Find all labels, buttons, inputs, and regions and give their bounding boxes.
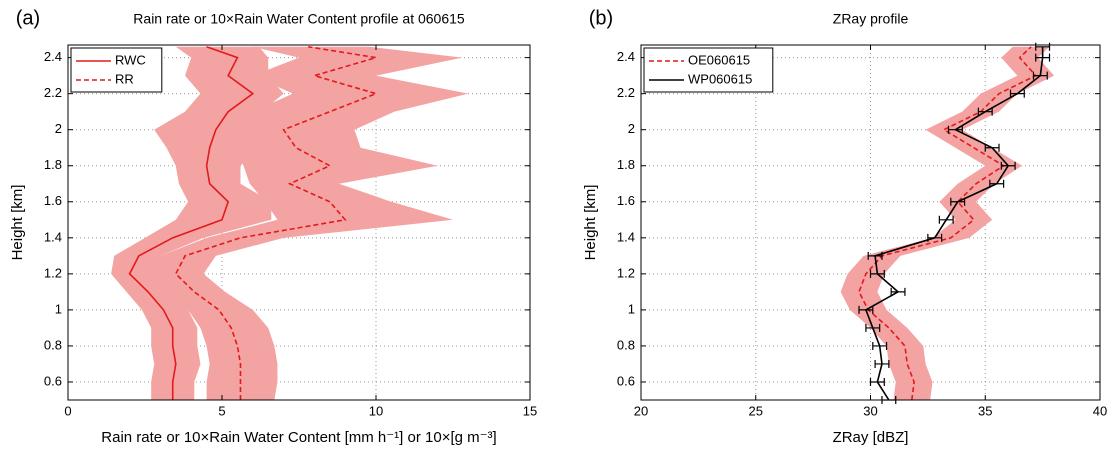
error-bar: [872, 341, 888, 350]
legend-label: RWC: [115, 52, 146, 67]
axes-frame: [67, 44, 531, 401]
y-tick-label: 0.6: [44, 373, 62, 388]
y-tick-label: 1.4: [617, 229, 635, 244]
y-tick-label: 2.4: [44, 49, 62, 64]
x-tick-label: 10: [369, 403, 383, 418]
error-bar: [1035, 53, 1051, 62]
panel-label: (b): [589, 7, 613, 29]
y-tick-label: 2.2: [617, 85, 635, 100]
error-bar: [890, 287, 906, 296]
legend-label: RR: [115, 71, 134, 86]
x-tick-label: 0: [64, 403, 71, 418]
y-tick-label: 1.6: [617, 193, 635, 208]
error-bar: [869, 377, 885, 386]
axes-frame: [640, 44, 1101, 401]
y-axis-label: Height [km]: [582, 185, 599, 261]
x-axis-label: Rain rate or 10×Rain Water Content [mm h…: [101, 429, 496, 446]
error-bar: [1032, 71, 1048, 80]
legend-box: [643, 47, 774, 93]
error-bar: [950, 197, 966, 206]
x-axis-label: ZRay [dBZ]: [833, 429, 909, 446]
y-tick-label: 1: [55, 301, 62, 316]
error-bar: [1009, 89, 1025, 98]
error-bar: [874, 359, 890, 368]
x-tick-label: 35: [978, 403, 992, 418]
y-tick-label: 1.4: [44, 229, 62, 244]
error-bar: [938, 215, 954, 224]
y-tick-label: 2: [55, 121, 62, 136]
x-tick-label: 40: [1093, 403, 1107, 418]
error-bar: [984, 143, 1000, 152]
y-tick-label: 2: [628, 121, 635, 136]
legend-label: WP060615: [688, 71, 752, 86]
error-bar: [977, 107, 993, 116]
error-bar: [947, 125, 963, 134]
y-tick-label: 0.6: [617, 373, 635, 388]
x-tick-label: 15: [523, 403, 537, 418]
x-tick-label: 30: [863, 403, 877, 418]
x-tick-label: 20: [634, 403, 648, 418]
legend-box: [70, 47, 163, 93]
y-tick-label: 1.8: [44, 157, 62, 172]
legend-label: OE060615: [688, 52, 750, 67]
plot-area: [67, 45, 531, 400]
x-tick-label: 25: [749, 403, 763, 418]
error-bar: [1000, 161, 1016, 170]
error-bar: [867, 251, 883, 260]
legend: RWC RR: [70, 47, 163, 93]
error-bar: [989, 179, 1005, 188]
panel-label: (a): [16, 7, 40, 29]
y-tick-label: 1.2: [617, 265, 635, 280]
y-tick-label: 1.8: [617, 157, 635, 172]
y-tick-label: 1.6: [44, 193, 62, 208]
error-bar: [865, 323, 881, 332]
y-tick-label: 1.2: [44, 265, 62, 280]
legend: OE060615 WP060615: [643, 47, 774, 93]
y-tick-label: 2.4: [617, 49, 635, 64]
error-bar: [927, 233, 943, 242]
chart-title: Rain rate or 10×Rain Water Content profi…: [133, 11, 465, 27]
y-tick-label: 1: [628, 301, 635, 316]
error-bar: [1035, 42, 1051, 51]
plot-area: [640, 42, 1101, 404]
error-bar: [869, 269, 885, 278]
y-axis-label: Height [km]: [9, 185, 26, 261]
uncertainty-band: [148, 46, 469, 400]
y-tick-label: 0.8: [44, 337, 62, 352]
profile-line: [174, 46, 379, 400]
error-bar: [858, 305, 874, 314]
profile-line: [128, 46, 255, 400]
x-tick-label: 5: [218, 403, 225, 418]
y-tick-label: 0.8: [617, 337, 635, 352]
profile-line: [858, 46, 1038, 401]
chart-title: ZRay profile: [833, 11, 909, 27]
y-tick-label: 2.2: [44, 85, 62, 100]
